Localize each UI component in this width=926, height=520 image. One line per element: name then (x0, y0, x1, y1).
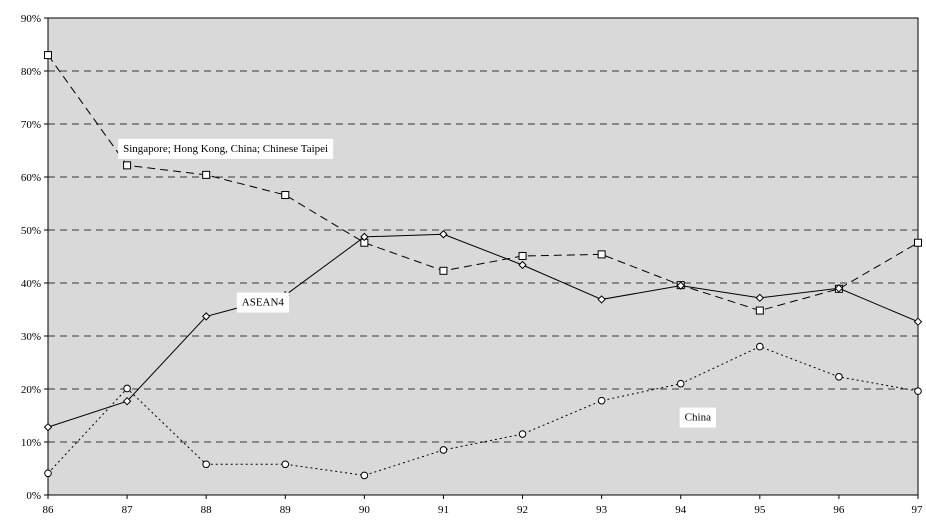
data-point-square (597, 250, 606, 259)
series-label-box (118, 138, 334, 159)
data-point-square (518, 251, 527, 260)
x-tick-label: 95 (754, 504, 766, 516)
series-label: ASEAN4 (236, 292, 289, 313)
series-layer (43, 51, 923, 480)
series-line (47, 54, 919, 312)
series-diamond-group (43, 230, 923, 432)
data-point-circle (518, 430, 527, 438)
x-tick-label: 87 (122, 504, 134, 516)
series-label-text: ASEAN4 (242, 297, 285, 309)
data-point-square (123, 161, 132, 170)
data-point-circle (202, 460, 210, 469)
data-point-circle (835, 373, 843, 381)
series-label-box (236, 292, 289, 313)
series-labels: Singapore; Hong Kong, China; Chinese Tai… (118, 138, 716, 428)
y-tick-label: 90% (21, 13, 41, 25)
x-tick-label: 97 (912, 504, 924, 516)
series-circle-group (44, 342, 922, 480)
data-point-diamond (201, 312, 211, 321)
y-tick-label: 80% (21, 66, 41, 78)
y-axis-ticks: 0% 10% 20% 30% 40% 50% 60% 70% 80% 90% (21, 13, 48, 502)
data-point-diamond (439, 230, 448, 239)
x-tick-label: 96 (833, 504, 845, 516)
data-point-diamond (360, 232, 369, 242)
y-tick-label: 50% (21, 225, 41, 237)
axes (47, 18, 918, 496)
data-point-circle (439, 446, 448, 454)
y-tick-label: 70% (21, 119, 41, 131)
data-point-square (439, 266, 448, 275)
x-tick-label: 88 (201, 504, 213, 516)
y-tick-label: 20% (21, 384, 41, 396)
data-point-square (914, 238, 922, 247)
x-tick-label: 86 (43, 504, 55, 516)
series-line (47, 346, 919, 476)
data-point-square (202, 170, 211, 179)
data-point-diamond (43, 422, 53, 432)
data-point-diamond (122, 396, 132, 406)
plot-background (47, 17, 919, 496)
data-point-diamond (676, 281, 685, 290)
data-point-diamond (518, 260, 527, 270)
series-label-text: Singapore; Hong Kong, China; Chinese Tai… (123, 143, 328, 155)
x-tick-label: 94 (675, 504, 687, 516)
y-tick-label: 30% (21, 331, 41, 343)
series-line (47, 233, 919, 428)
x-tick-label: 89 (280, 504, 292, 516)
x-tick-label: 91 (438, 504, 449, 516)
data-point-diamond (834, 284, 844, 293)
data-point-square (755, 306, 764, 315)
y-tick-label: 10% (21, 437, 41, 449)
data-point-circle (597, 396, 606, 405)
y-tick-label: 0% (26, 490, 41, 502)
series-label: China (679, 407, 716, 428)
data-point-square (44, 51, 52, 60)
y-tick-label: 40% (21, 278, 41, 290)
data-point-circle (676, 379, 685, 388)
x-tick-label: 92 (517, 504, 528, 516)
data-point-diamond (755, 293, 765, 303)
series-label-text: China (685, 412, 711, 424)
x-axis-ticks: 86 87 88 89 90 91 92 93 94 95 96 97 (43, 495, 924, 516)
data-point-circle (756, 342, 764, 351)
data-point-circle (281, 460, 290, 469)
data-point-circle (360, 471, 369, 480)
data-point-circle (123, 384, 131, 393)
series-label: Singapore; Hong Kong, China; Chinese Tai… (118, 138, 334, 159)
data-point-diamond (913, 317, 923, 326)
data-point-circle (914, 387, 922, 395)
gridlines (48, 70, 918, 443)
y-tick-label: 60% (21, 172, 41, 184)
data-point-diamond (597, 295, 606, 304)
data-point-circle (44, 469, 52, 478)
series-label-box (679, 407, 716, 428)
data-point-square (281, 191, 290, 200)
x-tick-label: 90 (359, 504, 371, 516)
x-tick-label: 93 (596, 504, 608, 516)
